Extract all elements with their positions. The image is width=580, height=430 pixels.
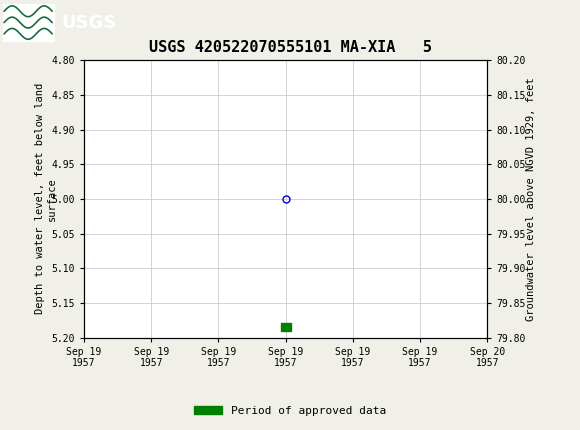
FancyBboxPatch shape (3, 3, 55, 42)
Y-axis label: Groundwater level above NGVD 1929, feet: Groundwater level above NGVD 1929, feet (526, 77, 536, 321)
Text: USGS 420522070555101 MA-XIA   5: USGS 420522070555101 MA-XIA 5 (148, 40, 432, 55)
Y-axis label: Depth to water level, feet below land
surface: Depth to water level, feet below land su… (35, 83, 57, 314)
Legend: Period of approved data: Period of approved data (190, 401, 390, 420)
Bar (281, 323, 291, 331)
Text: USGS: USGS (61, 14, 116, 31)
